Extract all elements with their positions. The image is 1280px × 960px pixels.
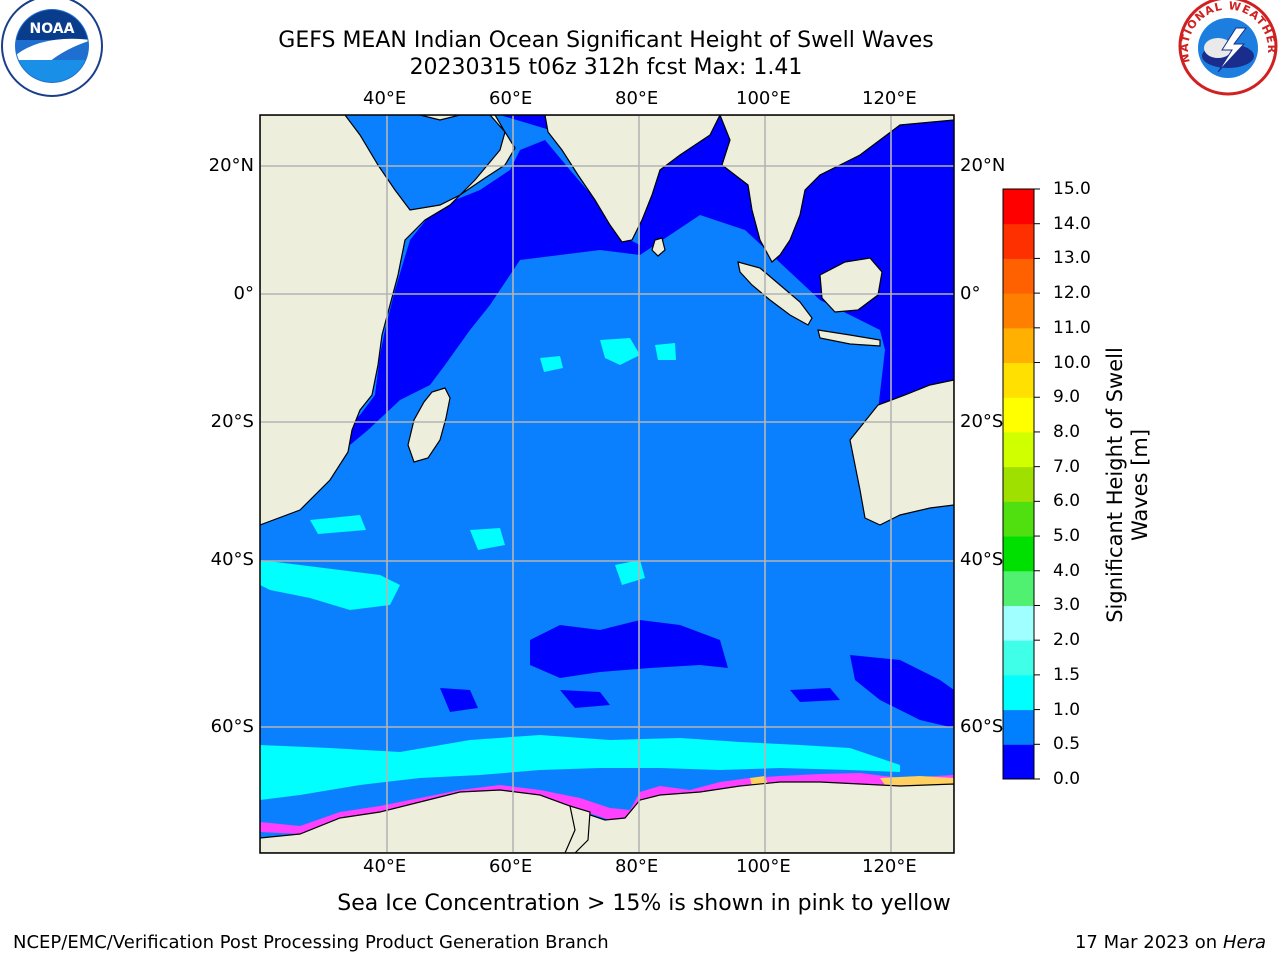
colorbar-tick-label: 2.0 xyxy=(1053,630,1081,651)
colorbar-swatch xyxy=(1003,327,1034,364)
colorbar-swatch xyxy=(1003,640,1034,676)
graticule-lines xyxy=(260,115,954,853)
colorbar-swatch xyxy=(1003,258,1034,294)
colorbar-tick-label: 14.0 xyxy=(1053,213,1091,234)
noaa-logo: NOAA xyxy=(1,0,103,97)
colorbar-label: Significant Height of Swell Waves [m] xyxy=(1103,347,1153,623)
colorbar-tick-label: 11.0 xyxy=(1053,317,1091,338)
colorbar-tick-label: 7.0 xyxy=(1053,456,1081,477)
colorbar-swatch xyxy=(1003,570,1034,606)
colorbar xyxy=(1003,188,1040,780)
lon-tick-top-80e: 80°E xyxy=(615,88,659,109)
colorbar-swatch xyxy=(1003,605,1034,641)
lon-tick-top-100e: 100°E xyxy=(736,88,791,109)
colorbar-tick-label: 3.0 xyxy=(1053,595,1081,616)
colorbar-tick-label: 0.5 xyxy=(1053,734,1081,755)
map-frame xyxy=(259,114,955,854)
lon-tick-top-60e: 60°E xyxy=(489,88,533,109)
colorbar-swatch xyxy=(1003,674,1034,711)
lat-tick-left-20s: 20°S xyxy=(210,411,254,432)
colorbar-label-line1: Significant Height of Swell xyxy=(1103,347,1127,623)
colorbar-swatch xyxy=(1003,744,1034,780)
colorbar-tick-label: 8.0 xyxy=(1053,421,1081,442)
colorbar-tick-label: 1.0 xyxy=(1053,699,1081,720)
colorbar-swatch xyxy=(1003,397,1034,433)
colorbar-swatch xyxy=(1003,431,1034,468)
lat-tick-left-60s: 60°S xyxy=(210,716,254,737)
colorbar-swatch xyxy=(1003,501,1034,537)
svg-text:NATIONAL WEATHER SERVICE: NATIONAL WEATHER SERVICE xyxy=(0,0,1278,64)
colorbar-tick-label: 9.0 xyxy=(1053,387,1081,408)
lon-tick-bottom-80e: 80°E xyxy=(615,856,659,877)
colorbar-tick-label: 5.0 xyxy=(1053,526,1081,547)
footer-date: 17 Mar 2023 on Hera xyxy=(1075,932,1266,953)
colorbar-swatch xyxy=(1003,362,1034,398)
colorbar-tick-label: 15.0 xyxy=(1053,179,1091,199)
lat-tick-left-0: 0° xyxy=(233,283,254,304)
chart-title-line1: GEFS MEAN Indian Ocean Significant Heigh… xyxy=(278,28,934,53)
map-area xyxy=(260,115,954,853)
lon-tick-top-120e: 120°E xyxy=(862,88,917,109)
lon-tick-bottom-60e: 60°E xyxy=(489,856,533,877)
colorbar-swatch xyxy=(1003,189,1034,225)
colorbar-tick-label: 6.0 xyxy=(1053,491,1081,512)
lat-tick-right-0: 0° xyxy=(960,283,981,304)
lat-tick-right-20n: 20°N xyxy=(960,155,1006,176)
lon-tick-bottom-120e: 120°E xyxy=(862,856,917,877)
colorbar-tick-label: 0.0 xyxy=(1053,769,1081,789)
footer-machine: Hera xyxy=(1222,932,1266,953)
colorbar-swatch xyxy=(1003,536,1034,572)
colorbar-tick-label: 12.0 xyxy=(1053,283,1091,304)
colorbar-tick-label: 13.0 xyxy=(1053,248,1091,269)
lat-tick-right-60s: 60°S xyxy=(960,716,1004,737)
colorbar-label-line2: Waves [m] xyxy=(1128,428,1152,542)
nws-logo: NATIONAL WEATHER SERVICE xyxy=(0,0,1278,96)
nws-logo-text: NATIONAL WEATHER SERVICE xyxy=(0,0,1277,64)
lat-tick-left-20n: 20°N xyxy=(208,155,254,176)
colorbar-swatch xyxy=(1003,709,1034,745)
sea-ice-note: Sea Ice Concentration > 15% is shown in … xyxy=(0,891,1280,916)
lon-tick-bottom-100e: 100°E xyxy=(736,856,791,877)
lat-tick-right-20s: 20°S xyxy=(960,411,1004,432)
noaa-logo-text: NOAA xyxy=(30,21,75,37)
lon-tick-top-40e: 40°E xyxy=(363,88,407,109)
lat-tick-left-40s: 40°S xyxy=(210,549,254,570)
chart-title-line2: 20230315 t06z 312h fcst Max: 1.41 xyxy=(409,55,803,80)
colorbar-frame xyxy=(1002,188,1035,780)
sea-ice-note-text: Sea Ice Concentration > 15% is shown in … xyxy=(337,891,951,916)
colorbar-swatch xyxy=(1003,293,1034,329)
colorbar-tick-label: 4.0 xyxy=(1053,560,1081,581)
colorbar-tick-label: 1.5 xyxy=(1053,664,1081,685)
colorbar-swatch xyxy=(1003,223,1034,259)
swell-1-5m-regions xyxy=(260,338,900,800)
lon-tick-bottom-40e: 40°E xyxy=(363,856,407,877)
footer-branch: NCEP/EMC/Verification Post Processing Pr… xyxy=(13,932,609,953)
footer-date-text: 17 Mar 2023 on xyxy=(1074,932,1218,953)
lat-tick-right-40s: 40°S xyxy=(960,549,1004,570)
colorbar-tick-label: 10.0 xyxy=(1053,352,1091,373)
colorbar-swatch xyxy=(1003,466,1034,502)
